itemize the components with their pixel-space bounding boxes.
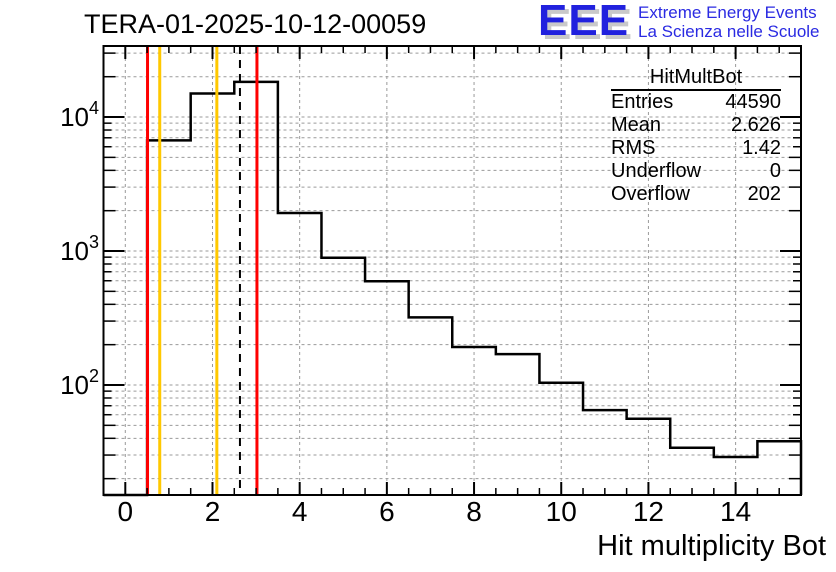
eee-logo-acronym: EEE — [538, 0, 630, 45]
stats-row: Overflow 202 — [611, 183, 781, 206]
eee-logo: EEE Extreme Energy Events La Scienza nel… — [538, 0, 820, 45]
x-tick-label: 8 — [466, 496, 482, 527]
y-tick-label: 103 — [60, 232, 99, 266]
stats-value: 202 — [747, 183, 781, 205]
logo-line1: Extreme Energy Events — [638, 3, 817, 22]
logo-line2: La Scienza nelle Scuole — [638, 22, 820, 41]
stats-row: Entries 44590 — [611, 91, 781, 114]
histogram-line — [103, 80, 803, 497]
stats-label: RMS — [611, 137, 656, 159]
x-tick-label: 10 — [546, 496, 577, 527]
x-tick-label: 6 — [379, 496, 395, 527]
x-tick-label: 0 — [118, 496, 134, 527]
stats-label: Mean — [611, 114, 662, 136]
stats-row: Mean 2.626 — [611, 114, 781, 137]
stats-label: Overflow — [611, 183, 690, 205]
stats-value: 0 — [769, 160, 781, 182]
x-tick-label: 4 — [292, 496, 308, 527]
x-tick-label: 2 — [205, 496, 221, 527]
stats-title: HitMultBot — [611, 66, 781, 91]
eee-logo-text: Extreme Energy Events La Scienza nelle S… — [638, 3, 819, 41]
y-tick-label: 104 — [60, 98, 99, 132]
x-axis-title: Hit multiplicity Bot — [597, 530, 826, 562]
x-tick-label: 14 — [720, 496, 751, 527]
stats-value: 2.626 — [730, 114, 781, 136]
stats-value: 44590 — [725, 91, 781, 113]
stats-label: Entries — [611, 91, 674, 113]
stats-row: RMS 1.42 — [611, 137, 781, 160]
stats-box: HitMultBot Entries 44590 Mean 2.626 RMS … — [611, 66, 781, 206]
stats-row: Underflow 0 — [611, 160, 781, 183]
stats-value: 1.42 — [742, 137, 781, 159]
y-tick-label: 102 — [60, 366, 99, 400]
page-title: TERA-01-2025-10-12-00059 — [84, 9, 427, 39]
stats-label: Underflow — [611, 160, 702, 182]
x-tick-label: 12 — [633, 496, 664, 527]
